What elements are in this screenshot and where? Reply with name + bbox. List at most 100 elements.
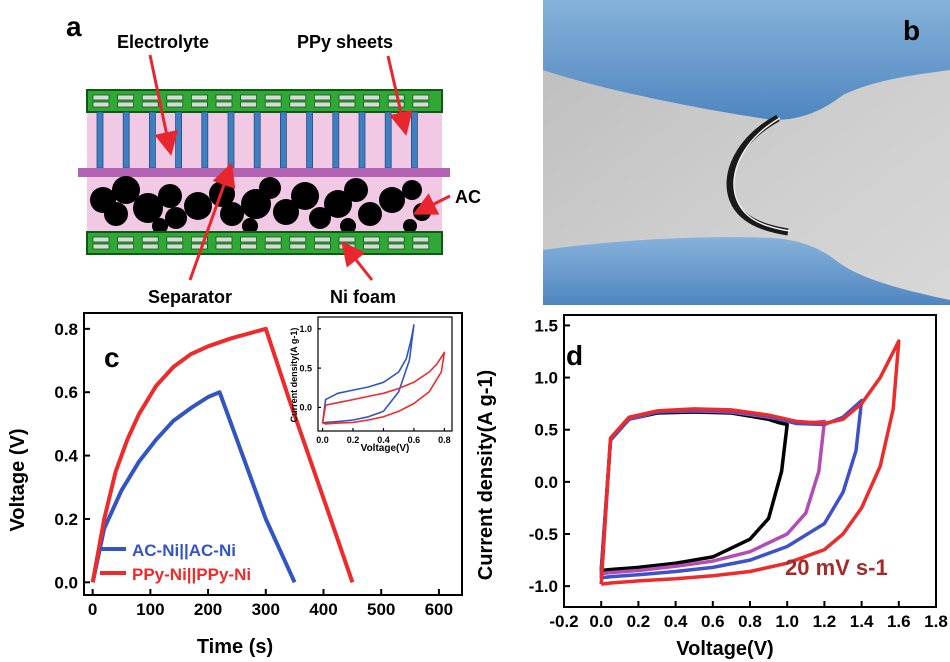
chart-c-inset-xtick-label: 0.4 (377, 435, 390, 445)
chart-c-xtick-label: 0 (88, 600, 97, 619)
chart-c-inset-ytick-label: 0.5 (299, 363, 312, 373)
ac-particle (104, 202, 128, 226)
ac-particle (259, 177, 281, 199)
ppy-pillar (148, 111, 156, 169)
ac-particle (358, 202, 382, 226)
frame-cell (363, 94, 381, 101)
frame-cell (117, 101, 134, 108)
chart-c-ylabel: Voltage (V) (7, 429, 29, 532)
frame-cell (190, 243, 208, 250)
chart-c-inset-ylabel: Current density(A g-1) (289, 328, 299, 423)
ppy-pillar (96, 111, 104, 169)
ac-particle (403, 219, 417, 233)
frame-cell (363, 101, 381, 108)
device-strip-highlight (733, 117, 791, 232)
ac-particle (379, 187, 405, 213)
frame-cell (240, 94, 258, 101)
chart-c-xtick-label: 300 (252, 600, 280, 619)
arrow-electrolyte (148, 54, 179, 156)
panel-letter-a: a (66, 11, 82, 42)
chart-c-ytick-label: 0.8 (54, 320, 78, 339)
ac-particle (165, 207, 187, 229)
chart-d-xtick-label: 1.4 (850, 612, 874, 631)
chart-c-ytick-label: 0.2 (54, 510, 78, 529)
frame-cell (117, 243, 134, 250)
chart-d-xtick-label: 1.2 (813, 612, 837, 631)
panel-letter-b: b (903, 15, 920, 46)
chart-c-inset-ytick-label: 0.0 (299, 403, 312, 413)
frame-cell (289, 94, 307, 101)
chart-c-ytick-label: 0.4 (54, 447, 78, 466)
chart-c-inset-xtick-label: 0.0 (316, 435, 329, 445)
ac-particle (340, 218, 356, 234)
frame-cell (338, 101, 356, 108)
panel-letter-d: d (566, 340, 583, 371)
chart-c-ytick-label: 0.6 (54, 383, 78, 402)
chart-d-xtick-label: 0.0 (589, 612, 613, 631)
ppy-pillar (358, 111, 366, 169)
chart-d-series-1 (599, 409, 827, 576)
ac-particle (273, 199, 299, 225)
bottom-ni-foam-frame (86, 231, 443, 255)
legend-label-ac: AC-Ni||AC-Ni (132, 541, 236, 560)
lower-glove-finger (543, 237, 950, 305)
chart-d-xtick-label: 1.6 (887, 612, 911, 631)
frame-cell (240, 236, 258, 243)
label-ni-foam: Ni foam (330, 287, 396, 307)
frame-cell (215, 243, 233, 250)
chart-c-xtick-label: 600 (425, 600, 453, 619)
ac-particle (133, 193, 163, 223)
chart-c-xlabel: Time (s) (197, 636, 273, 658)
ac-particle (184, 192, 212, 220)
chart-d-ytick-label: 1.0 (534, 369, 558, 388)
chart-c-frame (83, 312, 463, 596)
chart-d-ytick-label: 1.5 (534, 316, 558, 335)
chart-c-xtick-label: 200 (194, 600, 222, 619)
chart-c-inset-xlabel: Voltage(V) (361, 443, 410, 454)
frame-cell (264, 243, 282, 250)
frame-cell (412, 101, 430, 108)
ppy-pillar (384, 111, 392, 169)
frame-cell (412, 243, 430, 250)
ac-particle (291, 182, 319, 210)
label-ppy-sheets: PPy sheets (297, 32, 393, 52)
frame-cell (92, 236, 110, 243)
top-frame-cells (92, 94, 430, 108)
chart-c-inset-ytick-label: 1.0 (299, 324, 312, 334)
ac-particle (158, 184, 182, 208)
legend-label-ppy: PPy-Ni||PPy-Ni (132, 565, 251, 584)
chart-d-ytick-label: 0.5 (534, 421, 558, 440)
bottom-frame-cells (92, 236, 430, 250)
ppy-sheet-pillars (96, 111, 418, 169)
arrow-ni-foam (341, 241, 374, 281)
frame-cell (141, 94, 159, 101)
frame-cell (166, 243, 184, 250)
ppy-pillar (410, 111, 418, 169)
frame-cell (289, 236, 307, 243)
frame-cell (166, 94, 184, 101)
chart-d-ytick-label: -0.5 (529, 525, 558, 544)
frame-cell (141, 101, 159, 108)
chart-d-axes: -0.2 0.0 0.2 0.4 0.6 0.8 1.0 1.2 1.4 1.6 1.8 -1.0 -0… (529, 314, 948, 631)
chart-c-xtick-label: 100 (136, 600, 164, 619)
chart-d-ylabel: Current density(A g-1) (475, 370, 497, 580)
chart-c-inset: 0.0 0.2 0.4 0.6 0.8 0.0 0.5 1.0 Voltage(V) Curren… (289, 316, 453, 454)
arrow-ac (412, 193, 451, 215)
frame-cell (92, 101, 110, 108)
arrow-separator (188, 162, 236, 281)
ac-particle (220, 202, 244, 226)
frame-cell (387, 236, 405, 243)
frame-cell (264, 236, 282, 243)
frame-cell (117, 94, 134, 101)
frame-cell (387, 101, 405, 108)
frame-cell (240, 243, 258, 250)
chart-d-ytick-label: 0.0 (534, 473, 558, 492)
panel-a-schematic: a Electrolyte PPy sheets AC Separator Ni… (66, 11, 481, 307)
chart-c-legend: AC-Ni||AC-Ni PPy-Ni||PPy-Ni (100, 541, 251, 584)
chart-d-ytick-label: -1.0 (529, 577, 558, 596)
panel-d-chart: -0.2 0.0 0.2 0.4 0.6 0.8 1.0 1.2 1.4 1.6 1.8 -1.0 -0… (475, 314, 948, 660)
chart-c-xtick-label: 400 (309, 600, 337, 619)
upper-glove-finger (543, 0, 950, 120)
ppy-pillar (175, 111, 183, 169)
